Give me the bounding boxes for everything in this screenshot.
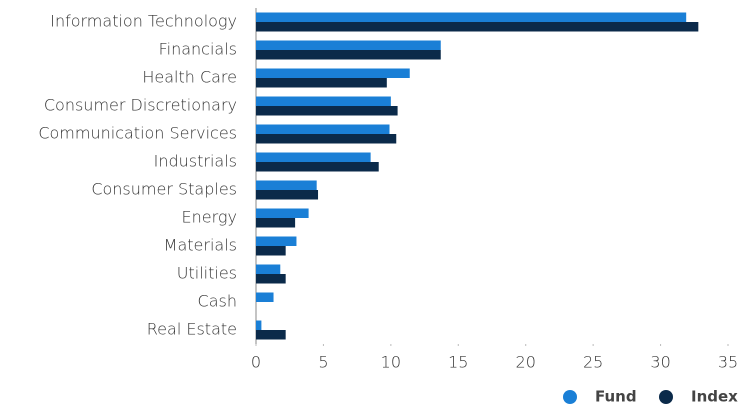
legend-label: Fund [595, 388, 637, 405]
bar [256, 124, 390, 134]
x-tick-label: 25 [583, 353, 603, 372]
x-tick-label: 15 [448, 353, 468, 372]
bar [256, 106, 398, 116]
category-label: Real Estate [147, 320, 237, 339]
category-label: Health Care [142, 68, 237, 87]
bar [256, 40, 441, 50]
bar [256, 190, 319, 200]
bar [256, 246, 286, 256]
bar [256, 68, 410, 78]
category-label: Utilities [177, 264, 237, 283]
bar [256, 236, 297, 246]
bar [256, 264, 281, 274]
bar [256, 12, 687, 22]
x-tick-label: 5 [318, 353, 328, 372]
x-tick-label: 10 [381, 353, 401, 372]
bar [256, 78, 387, 88]
category-label: Materials [164, 236, 237, 255]
x-tick-label: 0 [251, 353, 261, 372]
category-label: Cash [198, 292, 237, 311]
bar [256, 162, 379, 172]
bar [256, 134, 397, 144]
bar [256, 152, 371, 162]
x-tick-label: 30 [650, 353, 670, 372]
x-tick-label: 20 [516, 353, 536, 372]
legend-marker [563, 390, 577, 404]
bar [256, 330, 286, 340]
legend-marker [659, 390, 673, 404]
category-label: Information Technology [50, 12, 237, 31]
bar [256, 180, 317, 190]
category-label: Communication Services [38, 124, 237, 143]
bar [256, 96, 391, 106]
bar [256, 292, 274, 302]
legend-label: Index [691, 388, 738, 405]
category-label: Financials [159, 40, 237, 59]
bar [256, 50, 441, 60]
bar [256, 22, 699, 32]
category-label: Industrials [154, 152, 237, 171]
bar [256, 320, 262, 330]
category-label: Consumer Staples [91, 180, 237, 199]
category-label: Energy [182, 208, 237, 227]
bar [256, 218, 296, 228]
bar [256, 274, 286, 284]
bar [256, 208, 309, 218]
x-tick-label: 35 [718, 353, 738, 372]
category-label: Consumer Discretionary [44, 96, 237, 115]
